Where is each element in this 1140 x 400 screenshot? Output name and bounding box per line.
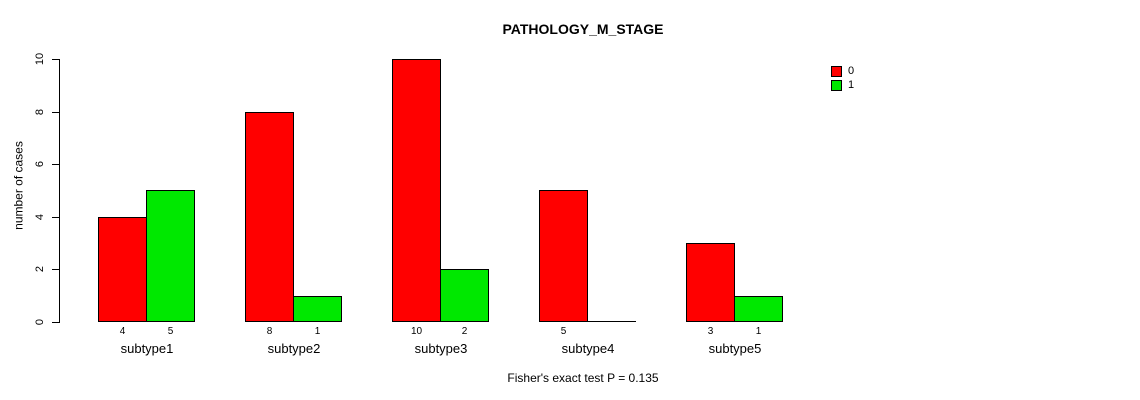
bar-subtype5-group-0 [686, 243, 735, 322]
y-axis-tick-label-10: 10 [34, 52, 46, 66]
chart-title: PATHOLOGY_M_STAGE [502, 21, 664, 37]
legend-label-0: 0 [848, 64, 855, 77]
bar-subtype4-group-0 [539, 190, 588, 322]
bar-subtype4-group-1 [587, 321, 636, 322]
y-axis-tick-label-4: 4 [34, 213, 46, 221]
bar-subtype2-group-0 [245, 112, 294, 322]
bar-subtype5-group-1 [734, 296, 783, 322]
count-label-subtype5-group-0: 3 [707, 326, 714, 337]
count-label-subtype3-group-0: 10 [410, 326, 423, 337]
bar-subtype1-group-1 [146, 190, 195, 322]
y-axis-tick-0 [52, 322, 60, 323]
bar-subtype1-group-0 [98, 217, 147, 322]
y-axis-tick-label-2: 2 [34, 265, 46, 273]
legend-swatch-1 [831, 79, 842, 91]
y-axis-title: number of cases [11, 141, 26, 230]
bar-subtype2-group-1 [293, 296, 342, 322]
category-label-subtype1: subtype1 [120, 341, 174, 356]
category-label-subtype4: subtype4 [561, 341, 615, 356]
legend-item-0: 0 [831, 64, 854, 78]
y-axis-tick-label-6: 6 [34, 160, 46, 168]
count-label-subtype5-group-1: 1 [755, 326, 762, 337]
legend-item-1: 1 [831, 78, 854, 92]
count-label-subtype3-group-1: 2 [461, 326, 468, 337]
count-label-subtype1-group-1: 5 [167, 326, 174, 337]
count-label-subtype2-group-1: 1 [314, 326, 321, 337]
y-axis-tick-label-8: 8 [34, 108, 46, 116]
y-axis-line [59, 59, 60, 323]
count-label-subtype2-group-0: 8 [266, 326, 273, 337]
y-axis-tick-8 [52, 112, 60, 113]
category-label-subtype2: subtype2 [267, 341, 321, 356]
bar-subtype3-group-0 [392, 59, 441, 322]
y-axis-tick-6 [52, 164, 60, 165]
y-axis-tick-4 [52, 217, 60, 218]
count-label-subtype4-group-0: 5 [560, 326, 567, 337]
y-axis-tick-10 [52, 59, 60, 60]
legend-label-1: 1 [848, 78, 855, 91]
statistical-test-annotation: Fisher's exact test P = 0.135 [507, 371, 659, 385]
category-label-subtype3: subtype3 [414, 341, 468, 356]
count-label-subtype1-group-0: 4 [119, 326, 126, 337]
bar-subtype3-group-1 [440, 269, 489, 322]
legend-swatch-0 [831, 65, 842, 77]
y-axis-tick-2 [52, 269, 60, 270]
category-label-subtype5: subtype5 [708, 341, 762, 356]
y-axis-tick-label-0: 0 [34, 318, 46, 326]
